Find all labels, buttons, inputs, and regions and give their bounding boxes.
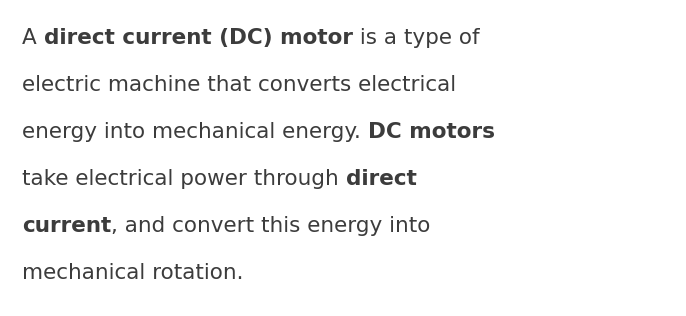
Text: direct: direct	[346, 169, 416, 189]
Text: energy into mechanical energy.: energy into mechanical energy.	[22, 122, 368, 142]
Text: is a type of: is a type of	[353, 28, 480, 48]
Text: A: A	[22, 28, 44, 48]
Text: mechanical rotation.: mechanical rotation.	[22, 263, 244, 283]
Text: take electrical power through: take electrical power through	[22, 169, 346, 189]
Text: direct current (DC) motor: direct current (DC) motor	[44, 28, 353, 48]
Text: electric machine that converts electrical: electric machine that converts electrica…	[22, 75, 456, 95]
Text: DC motors: DC motors	[368, 122, 495, 142]
Text: , and convert this energy into: , and convert this energy into	[111, 216, 431, 236]
Text: current: current	[22, 216, 111, 236]
